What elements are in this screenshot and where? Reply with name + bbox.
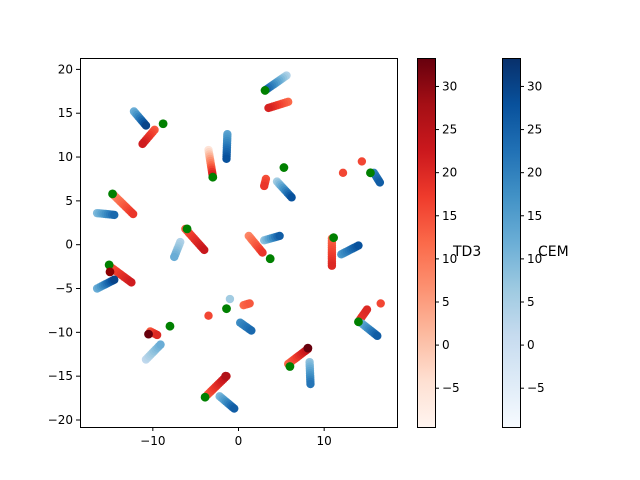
data-point-16-7 [275, 231, 284, 241]
data-point-9-0 [338, 168, 348, 178]
y-tick-label-6: 10 [58, 150, 73, 164]
colorbar-td3-tick-label-4: 15 [442, 209, 457, 223]
y-tick-label-5: 5 [65, 194, 73, 208]
marker-point-9 [104, 260, 114, 270]
colorbar-td3-label: TD3 [452, 244, 481, 260]
data-point-31-10 [306, 379, 315, 389]
data-point-19-12 [127, 278, 136, 287]
data-point-18-9 [354, 241, 363, 250]
data-point-24-0 [204, 311, 213, 320]
marker-point-3 [279, 163, 289, 172]
x-tick-label-2: 10 [317, 434, 332, 448]
data-point-17-12 [327, 261, 337, 270]
y-tick-label-2: −10 [48, 325, 73, 339]
colorbar-td3-tick-label-2: 5 [442, 295, 450, 309]
data-point-7-10 [287, 193, 296, 202]
y-tick-label-1: −15 [48, 369, 73, 383]
colorbar-cem-tick-label-5: 20 [527, 166, 542, 180]
colorbars: −5 0 5 10 15 20 25 30 TD3 −5 0 5 10 15 20 25 30 CEM [417, 58, 569, 428]
data-point-5-11 [222, 154, 231, 163]
colorbar-cem-tick-label-3: 10 [527, 252, 542, 266]
marker-point-12 [222, 304, 231, 314]
data-point-2-8 [141, 121, 151, 130]
marker-point-4 [366, 168, 375, 178]
colorbar-cem-tick-label-2: 5 [527, 295, 535, 309]
marker-point-11 [354, 317, 363, 327]
marker-point-14 [165, 321, 175, 331]
marker-point-16 [285, 362, 295, 371]
x-tick-label-0: −10 [140, 434, 165, 448]
marker-point-2 [208, 172, 218, 182]
data-point-23-9 [373, 331, 382, 341]
colorbar-td3-tick-label-3: 10 [442, 252, 457, 266]
data-point-10-5 [375, 178, 385, 187]
data-point-13-13 [200, 245, 209, 255]
colorbar-cem-tick-label-7: 30 [527, 79, 542, 93]
axis-ticks: −10 0 10 −20 −15 −10 −5 0 5 10 15 20 [48, 62, 332, 448]
marker-point-18 [221, 371, 231, 381]
data-point-20-9 [110, 275, 119, 284]
colorbar-td3 [417, 58, 436, 428]
data-point-12-8 [110, 210, 119, 220]
colorbar-cem [502, 58, 521, 428]
colorbar-td3-tick-label-7: 30 [442, 79, 457, 93]
colorbar-td3-tick-label-0: −5 [442, 381, 460, 395]
colorbar-cem-tick-label-6: 25 [527, 123, 542, 137]
data-point-26-3 [245, 299, 254, 308]
colorbar-cem-tick-label-0: −5 [527, 381, 545, 395]
data-point-21-5 [362, 305, 372, 314]
data-point-11-12 [128, 209, 138, 219]
data-point-28-4 [152, 330, 162, 340]
x-tick-label-1: 0 [235, 434, 243, 448]
marker-point-17 [200, 392, 210, 402]
data-point-27-6 [247, 326, 256, 335]
marker-point-1 [158, 119, 168, 129]
y-tick-label-3: −5 [55, 282, 73, 296]
colorbar-cem-tick-label-4: 15 [527, 209, 542, 223]
marker-point-6 [182, 224, 192, 234]
marker-point-7 [265, 254, 275, 264]
colorbar-td3-tick-label-6: 25 [442, 123, 457, 137]
data-points [92, 71, 385, 413]
y-tick-label-8: 20 [58, 62, 73, 76]
marker-point-8 [329, 233, 338, 243]
data-point-8-0 [357, 157, 367, 166]
plot-frame [80, 58, 398, 428]
marker-point-0 [260, 86, 270, 95]
data-point-25-0 [225, 294, 235, 304]
y-tick-label-7: 15 [58, 106, 73, 120]
marker-point-5 [108, 189, 117, 199]
colorbar-cem-label: CEM [538, 244, 569, 260]
colorbar-td3-tick-label-1: 0 [442, 338, 450, 352]
marker-point-15 [303, 343, 313, 353]
colorbar-td3-tick-label-5: 20 [442, 166, 457, 180]
data-point-15-10 [258, 248, 267, 257]
y-tick-label-4: 0 [65, 238, 73, 252]
data-point-1-9 [264, 103, 273, 113]
marker-point-10 [105, 267, 115, 277]
data-point-29-9 [156, 340, 165, 349]
marker-point-13 [144, 329, 153, 339]
data-point-22-0 [376, 299, 385, 308]
data-point-14-7 [170, 252, 179, 262]
y-tick-label-0: −20 [48, 413, 73, 427]
colorbar-cem-tick-label-1: 0 [527, 338, 535, 352]
data-point-33-9 [230, 404, 239, 413]
data-point-6-3 [260, 181, 269, 191]
data-point-3-8 [138, 139, 147, 149]
